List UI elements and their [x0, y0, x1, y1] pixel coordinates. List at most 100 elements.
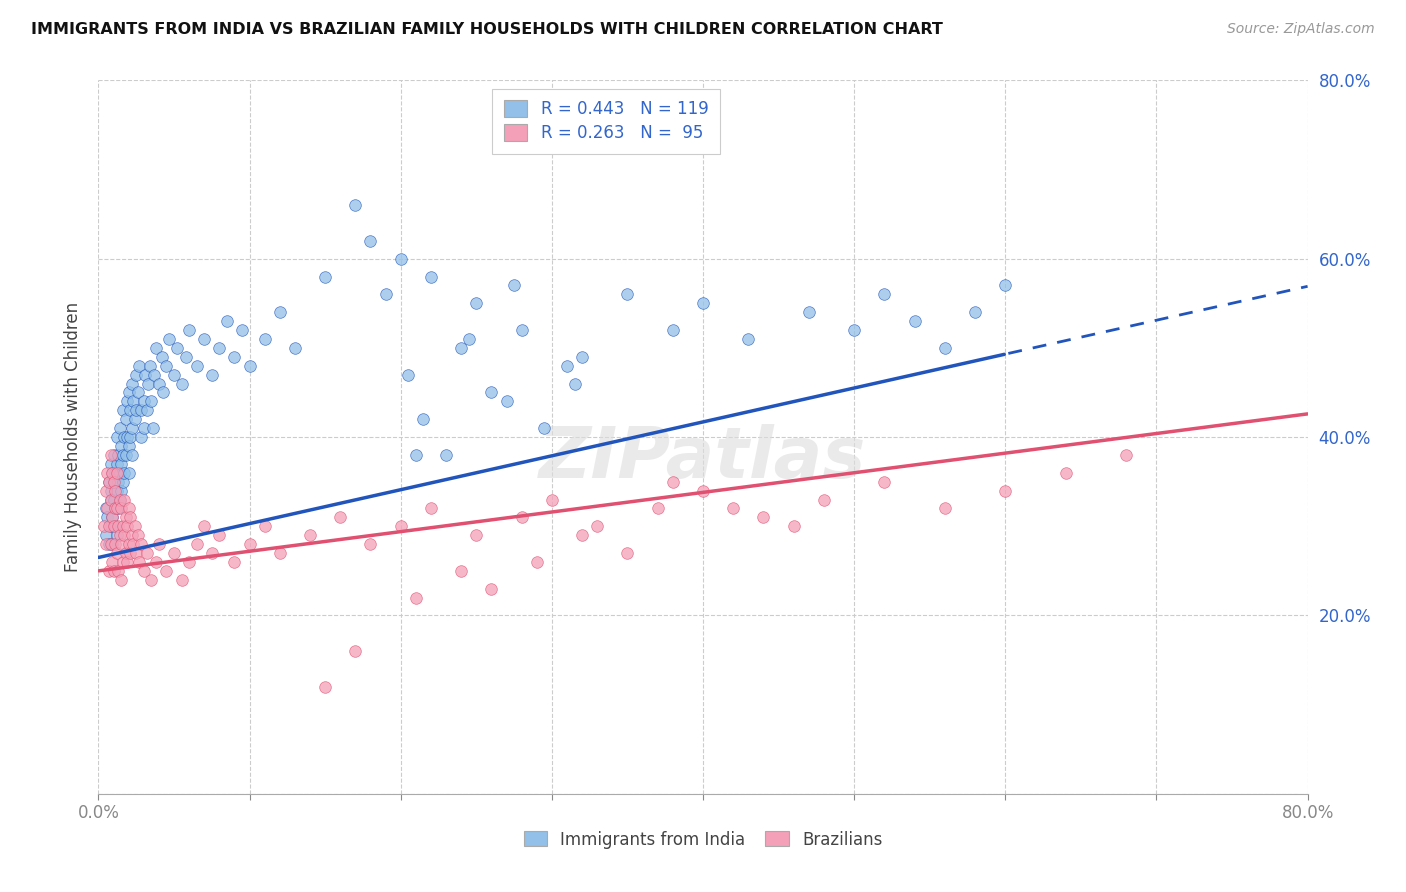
Point: [105, 501, 128, 516]
Point: [100, 492, 122, 507]
Point: [112, 528, 135, 542]
Point: [101, 466, 124, 480]
Text: Source: ZipAtlas.com: Source: ZipAtlas.com: [1227, 22, 1375, 37]
Point: [136, 376, 159, 391]
Point: [101, 537, 124, 551]
Point: [314, 269, 336, 284]
Point: [571, 350, 593, 364]
Point: [193, 519, 215, 533]
Point: [253, 332, 276, 346]
Point: [141, 394, 163, 409]
Point: [108, 492, 131, 507]
Point: [129, 403, 152, 417]
Point: [186, 537, 208, 551]
Point: [994, 278, 1017, 293]
Point: [994, 483, 1017, 498]
Point: [526, 555, 548, 569]
Point: [103, 475, 125, 489]
Point: [101, 510, 124, 524]
Point: [101, 466, 124, 480]
Point: [128, 555, 150, 569]
Point: [115, 555, 138, 569]
Point: [844, 323, 866, 337]
Point: [118, 466, 141, 480]
Point: [344, 644, 367, 658]
Point: [129, 537, 152, 551]
Point: [269, 305, 291, 319]
Point: [111, 403, 134, 417]
Point: [934, 341, 956, 355]
Point: [465, 528, 488, 542]
Point: [100, 519, 122, 533]
Point: [797, 305, 820, 319]
Point: [125, 546, 148, 560]
Point: [100, 492, 122, 507]
Point: [412, 412, 434, 426]
Point: [965, 305, 987, 319]
Point: [124, 412, 146, 426]
Point: [450, 341, 472, 355]
Point: [112, 430, 135, 444]
Point: [873, 475, 896, 489]
Point: [98, 537, 121, 551]
Point: [586, 519, 609, 533]
Point: [616, 546, 638, 560]
Point: [118, 537, 141, 551]
Point: [723, 501, 745, 516]
Point: [107, 501, 129, 516]
Point: [564, 376, 586, 391]
Point: [692, 483, 714, 498]
Point: [107, 564, 129, 578]
Point: [571, 528, 593, 542]
Point: [284, 341, 307, 355]
Point: [148, 537, 170, 551]
Point: [104, 501, 127, 516]
Point: [143, 368, 166, 382]
Point: [105, 528, 128, 542]
Point: [121, 376, 143, 391]
Point: [108, 528, 131, 542]
Point: [148, 376, 170, 391]
Point: [253, 519, 276, 533]
Point: [110, 483, 132, 498]
Point: [179, 555, 201, 569]
Point: [105, 483, 128, 498]
Point: [360, 537, 382, 551]
Point: [132, 421, 155, 435]
Point: [96, 510, 118, 524]
Point: [145, 341, 167, 355]
Point: [661, 475, 683, 489]
Point: [122, 537, 145, 551]
Point: [96, 466, 118, 480]
Point: [752, 510, 775, 524]
Point: [110, 457, 132, 471]
Point: [101, 555, 124, 569]
Text: IMMIGRANTS FROM INDIA VS BRAZILIAN FAMILY HOUSEHOLDS WITH CHILDREN CORRELATION C: IMMIGRANTS FROM INDIA VS BRAZILIAN FAMIL…: [31, 22, 943, 37]
Point: [208, 341, 231, 355]
Point: [100, 537, 122, 551]
Point: [141, 573, 163, 587]
Point: [374, 287, 396, 301]
Point: [101, 510, 124, 524]
Point: [139, 359, 162, 373]
Point: [115, 519, 138, 533]
Point: [104, 519, 127, 533]
Point: [170, 376, 193, 391]
Point: [103, 448, 125, 462]
Point: [103, 475, 125, 489]
Point: [105, 466, 128, 480]
Point: [104, 466, 127, 480]
Point: [115, 394, 138, 409]
Point: [132, 564, 155, 578]
Point: [150, 350, 173, 364]
Y-axis label: Family Households with Children: Family Households with Children: [65, 302, 83, 572]
Point: [112, 466, 135, 480]
Point: [114, 412, 136, 426]
Point: [215, 314, 238, 328]
Point: [555, 359, 578, 373]
Point: [873, 287, 896, 301]
Point: [533, 421, 555, 435]
Point: [481, 385, 503, 400]
Point: [737, 332, 759, 346]
Point: [115, 430, 138, 444]
